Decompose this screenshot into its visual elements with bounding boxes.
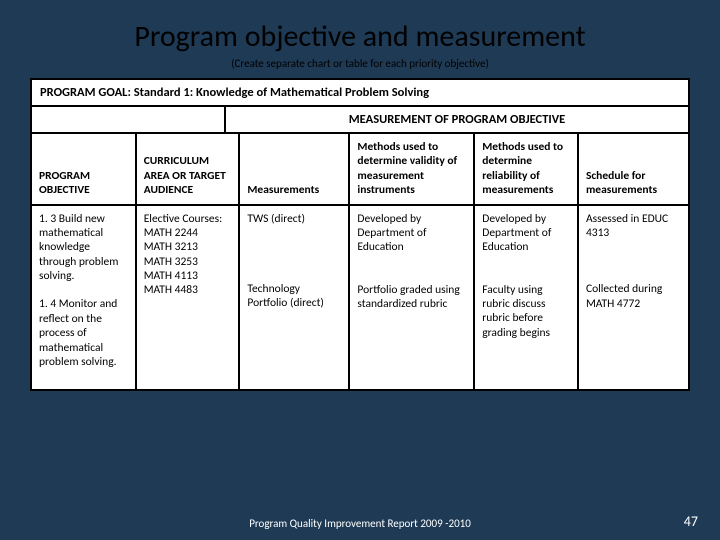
table-row: 1. 3 Build new mathematical knowledge th… (32, 205, 688, 390)
objective-1: 1. 3 Build new mathematical knowledge th… (39, 212, 128, 284)
curriculum-line: MATH 3213 (144, 240, 232, 254)
col-schedule: Schedule for measurements (578, 134, 688, 205)
curriculum-line: MATH 3253 (144, 255, 232, 269)
objectives-table: PROGRAM OBJECTIVE CURRICULUM AREA OR TAR… (32, 134, 688, 389)
cell-reliability: Developed by Department of Education Fac… (474, 205, 578, 390)
col-measurements: Measurements (239, 134, 349, 205)
program-goal: PROGRAM GOAL: Standard 1: Knowledge of M… (32, 80, 688, 107)
col-reliability: Methods used to determine reliability of… (474, 134, 578, 205)
footer-text: Program Quality Improvement Report 2009 … (0, 517, 720, 530)
footer: Program Quality Improvement Report 2009 … (0, 517, 720, 530)
cell-objectives: 1. 3 Build new mathematical knowledge th… (32, 205, 136, 390)
validity-1: Developed by Department of Education (357, 212, 466, 255)
reliability-1: Developed by Department of Education (482, 212, 570, 255)
reliability-2: Faculty using rubric discuss rubric befo… (482, 283, 570, 341)
page-number: 47 (684, 513, 698, 530)
cell-schedule: Assessed in EDUC 4313 Collected during M… (578, 205, 688, 390)
curriculum-line: MATH 4483 (144, 283, 232, 297)
curriculum-line: MATH 2244 (144, 226, 232, 240)
measurement-header-row: MEASUREMENT OF PROGRAM OBJECTIVE (32, 107, 688, 134)
cell-curriculum: Elective Courses: MATH 2244 MATH 3213 MA… (136, 205, 240, 390)
page-subtitle: (Create separate chart or table for each… (30, 57, 690, 70)
schedule-1: Assessed in EDUC 4313 (586, 212, 681, 241)
curriculum-line: MATH 4113 (144, 269, 232, 283)
page-title: Program objective and measurement (30, 18, 690, 55)
cell-validity: Developed by Department of Education Por… (349, 205, 474, 390)
objective-2: 1. 4 Monitor and reflect on the process … (39, 297, 128, 369)
content-box: PROGRAM GOAL: Standard 1: Knowledge of M… (30, 78, 690, 391)
col-validity: Methods used to determine validity of me… (349, 134, 474, 205)
table-header-row: PROGRAM OBJECTIVE CURRICULUM AREA OR TAR… (32, 134, 688, 205)
curriculum-line: Elective Courses: (144, 212, 232, 226)
cell-measurements: TWS (direct) Technology Portfolio (direc… (239, 205, 349, 390)
measurement-2: Technology Portfolio (direct) (247, 282, 341, 311)
measurement-header: MEASUREMENT OF PROGRAM OBJECTIVE (226, 107, 688, 132)
measurement-1: TWS (direct) (247, 212, 341, 226)
col-curriculum: CURRICULUM AREA OR TARGET AUDIENCE (136, 134, 240, 205)
col-objective: PROGRAM OBJECTIVE (32, 134, 136, 205)
schedule-2: Collected during MATH 4772 (586, 282, 681, 311)
validity-2: Portfolio graded using standardized rubr… (357, 283, 466, 312)
